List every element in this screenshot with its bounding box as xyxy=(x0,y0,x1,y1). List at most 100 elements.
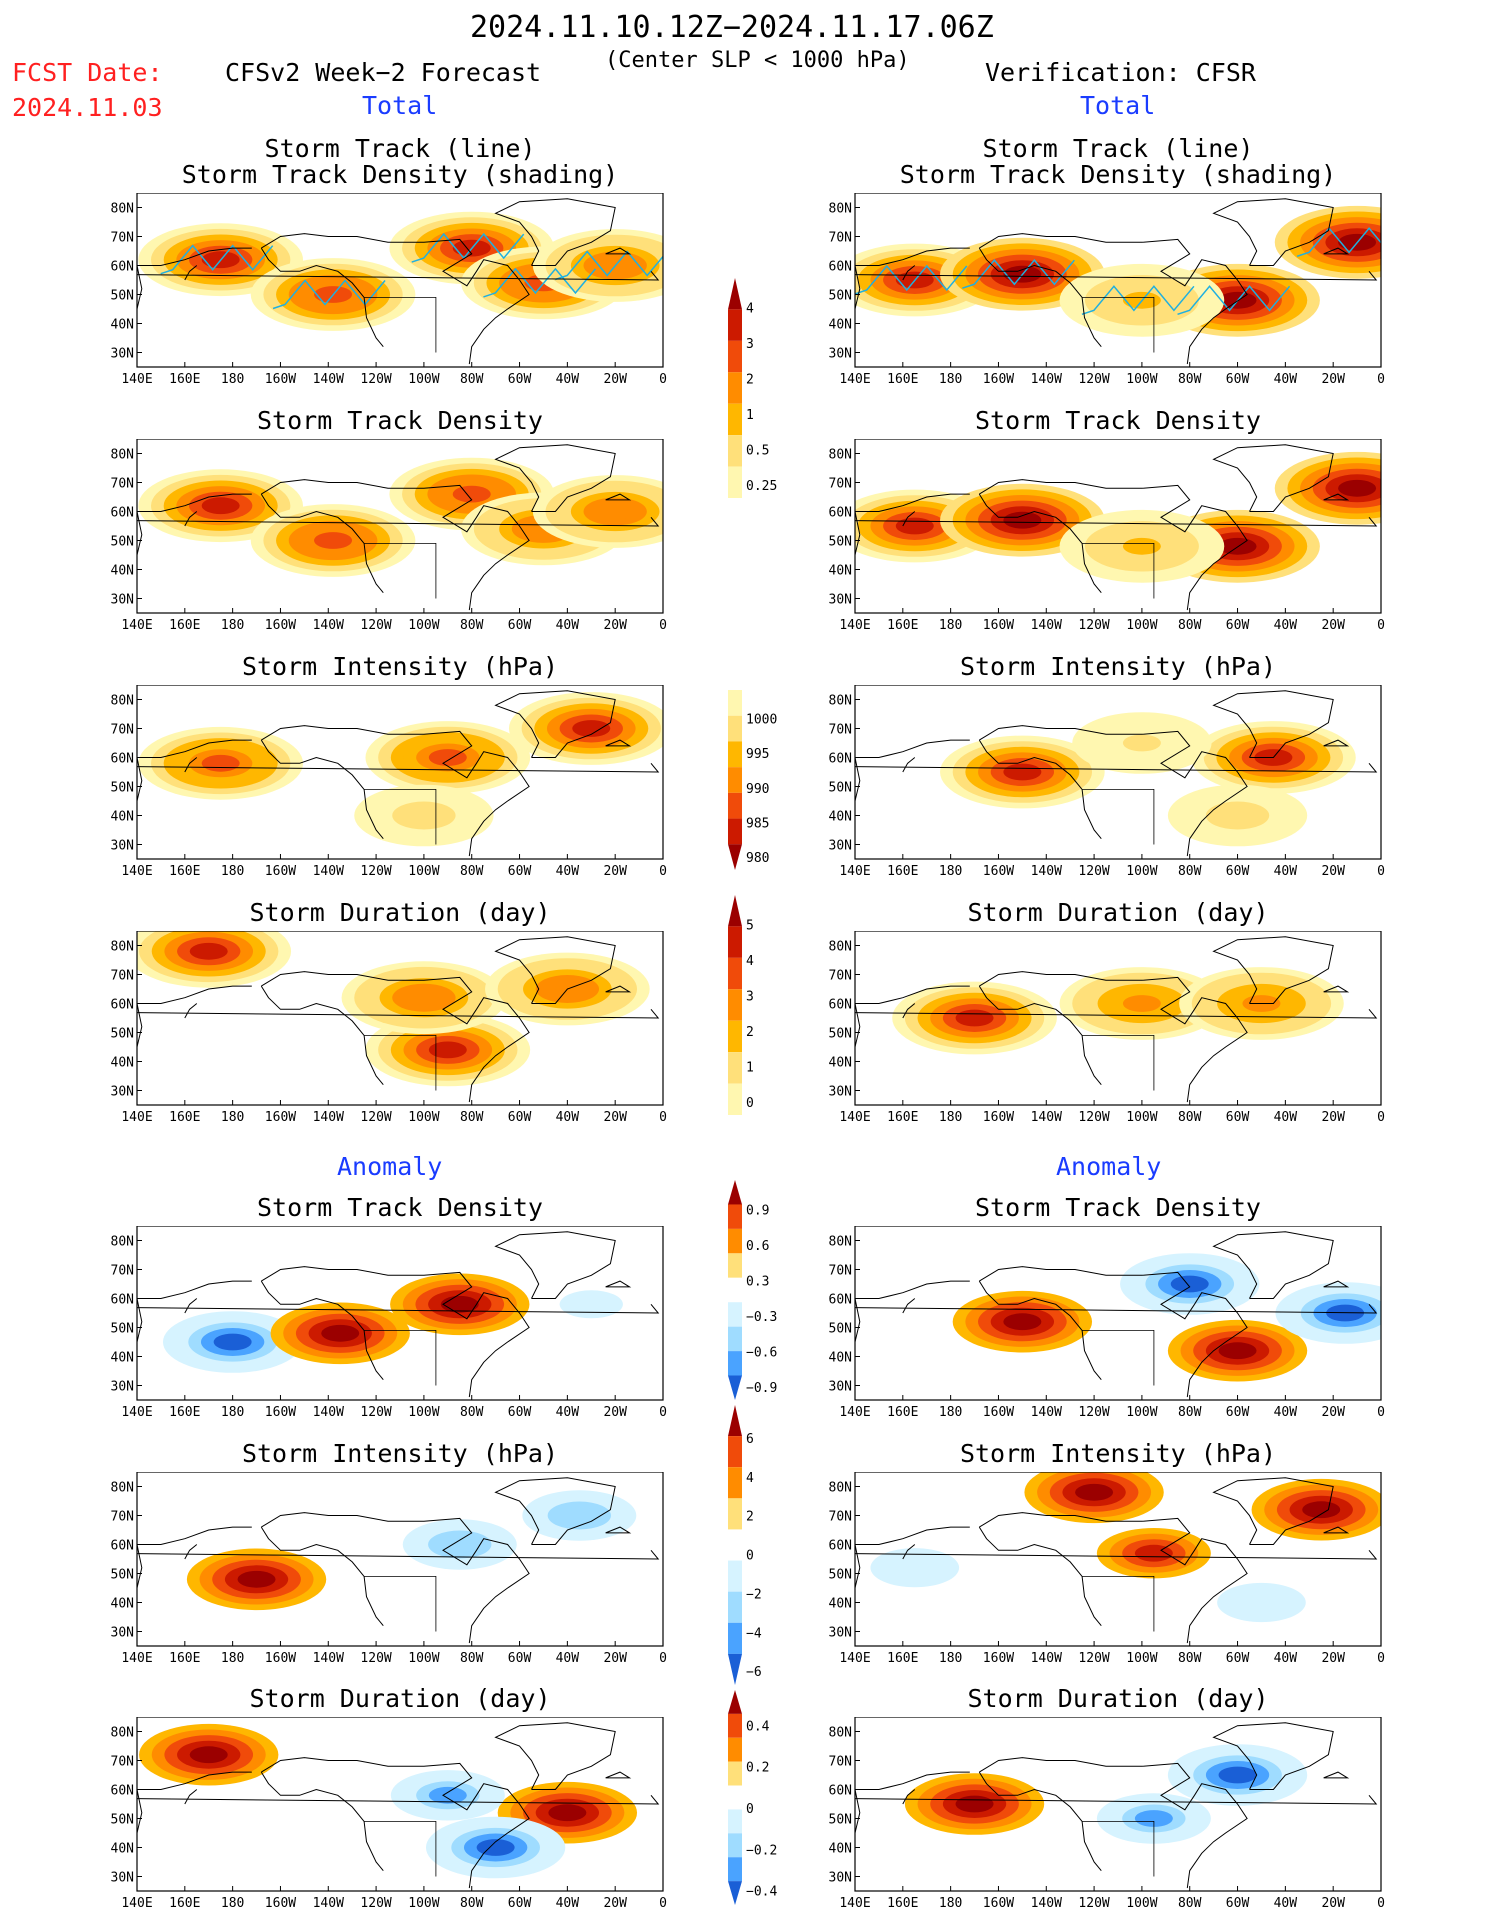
lon-tick-label: 160E xyxy=(887,864,918,879)
lat-tick-label: 50N xyxy=(111,781,134,796)
coastline xyxy=(494,1477,616,1545)
colorbar-tick-label: −6 xyxy=(746,1665,762,1680)
colorbar-segment xyxy=(728,1436,742,1468)
lon-tick-label: 0 xyxy=(1377,372,1385,387)
colorbar-segment xyxy=(728,895,742,927)
panel-title: Storm Track Density xyxy=(257,406,543,435)
lat-tick-label: 70N xyxy=(829,477,852,492)
lon-tick-label: 120W xyxy=(1078,372,1109,387)
lat-tick-label: 70N xyxy=(111,231,134,246)
colorbar-segment xyxy=(728,1405,742,1437)
lat-tick-label: 40N xyxy=(111,318,134,333)
field-blob xyxy=(572,1295,611,1313)
lon-tick-label: 180 xyxy=(939,1896,962,1911)
border-line xyxy=(364,1576,437,1632)
lon-tick-label: 140E xyxy=(121,618,152,633)
lon-tick-label: 100W xyxy=(1126,372,1157,387)
coastline xyxy=(979,725,1248,857)
lon-tick-label: 160E xyxy=(887,618,918,633)
colorbar-tick-label: −0.3 xyxy=(746,1310,777,1325)
lat-tick-label: 30N xyxy=(829,347,852,362)
panel-title: Storm Track Density xyxy=(975,1193,1261,1222)
field-blob xyxy=(428,1041,467,1059)
lat-tick-label: 80N xyxy=(111,694,134,709)
lon-tick-label: 180 xyxy=(939,864,962,879)
lat-tick-label: 30N xyxy=(829,1085,852,1100)
coastline xyxy=(978,1280,1102,1381)
lon-tick-label: 180 xyxy=(221,1896,244,1911)
lon-tick-label: 140W xyxy=(313,1896,344,1911)
lat-tick-label: 30N xyxy=(111,347,134,362)
coastline xyxy=(184,265,198,281)
border-line xyxy=(1082,789,1155,845)
colorbar-segment xyxy=(728,1560,742,1592)
lon-tick-label: 160E xyxy=(887,1405,918,1420)
field-blob xyxy=(404,989,443,1007)
coastline xyxy=(1323,1771,1350,1779)
lon-tick-label: 140W xyxy=(1031,618,1062,633)
lon-tick-label: 140E xyxy=(839,1110,870,1125)
colorbar-segment xyxy=(728,309,742,341)
lon-tick-label: 140E xyxy=(121,864,152,879)
map-svg: 80N 70N 60N 50N 40N 30N 140E 160E 180 160W 140W 120… xyxy=(111,1226,667,1420)
colorbar-duration_anom: 0.4 0.2 0 −0.2 −0.4 xyxy=(728,1690,777,1905)
colorbar-segment xyxy=(728,844,742,870)
lon-tick-label: 180 xyxy=(939,372,962,387)
border-line xyxy=(364,1821,437,1877)
lat-tick-label: 30N xyxy=(111,1380,134,1395)
colorbar-tick-label: 0 xyxy=(746,1802,754,1817)
colorbar-tick-label: −0.6 xyxy=(746,1345,777,1360)
lon-tick-label: 40W xyxy=(556,864,580,879)
coastline xyxy=(1323,739,1350,747)
colorbar-segment xyxy=(728,403,742,436)
colorbar-segment xyxy=(728,792,742,819)
lat-tick-label: 50N xyxy=(829,1322,852,1337)
lon-tick-label: 40W xyxy=(556,1896,580,1911)
lon-tick-label: 120W xyxy=(360,1896,391,1911)
coastline xyxy=(605,247,632,255)
lat-tick-label: 40N xyxy=(111,1056,134,1071)
coastline xyxy=(902,511,916,527)
lon-tick-label: 20W xyxy=(603,618,627,633)
map-frame xyxy=(854,1717,1382,1892)
lon-tick-label: 20W xyxy=(603,1896,627,1911)
map-frame xyxy=(854,1226,1382,1401)
lon-tick-label: 60W xyxy=(508,372,532,387)
field-blob xyxy=(1134,1544,1173,1562)
coastline xyxy=(1323,1526,1350,1534)
lon-tick-label: 20W xyxy=(1321,372,1345,387)
lon-tick-label: 100W xyxy=(1126,1405,1157,1420)
field-blob xyxy=(1170,1275,1209,1293)
lat-tick-label: 60N xyxy=(829,998,852,1013)
colorbar-segment xyxy=(728,1083,742,1115)
map-svg: 80N 70N 60N 50N 40N 30N 140E 160E 180 160W 140W 120… xyxy=(829,931,1385,1125)
coastline xyxy=(978,1526,1102,1627)
panel-subtitle: Storm Track Density (shading) xyxy=(181,160,619,189)
map-frame xyxy=(854,931,1382,1106)
coastline xyxy=(855,762,1378,773)
lon-tick-label: 20W xyxy=(1321,864,1345,879)
coastline xyxy=(855,739,970,802)
border-line xyxy=(364,297,437,353)
lon-tick-label: 80W xyxy=(460,1110,484,1125)
lon-tick-label: 180 xyxy=(939,1651,962,1666)
coastline xyxy=(1323,1280,1350,1288)
lon-tick-label: 100W xyxy=(408,1405,439,1420)
panel-title: Storm Track (line) xyxy=(982,134,1254,163)
coastline xyxy=(494,1231,616,1299)
storm-track-line xyxy=(411,232,525,263)
lon-tick-label: 140E xyxy=(839,1405,870,1420)
lon-tick-label: 40W xyxy=(1274,864,1298,879)
coastline xyxy=(979,971,1248,1103)
coastline xyxy=(137,1280,252,1343)
lon-tick-label: 0 xyxy=(659,1896,667,1911)
lon-tick-label: 180 xyxy=(221,1651,244,1666)
lat-tick-label: 30N xyxy=(829,1380,852,1395)
lat-tick-label: 60N xyxy=(111,998,134,1013)
lon-tick-label: 140W xyxy=(1031,1110,1062,1125)
coastline xyxy=(260,493,384,594)
colorbar-segment xyxy=(728,1302,742,1327)
lon-tick-label: 100W xyxy=(1126,1110,1157,1125)
map-svg: 80N 70N 60N 50N 40N 30N 140E 160E 180 160W 140W 120… xyxy=(829,1226,1385,1420)
coastline xyxy=(184,1544,198,1560)
